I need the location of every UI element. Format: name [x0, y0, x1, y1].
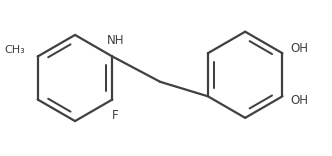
Text: OH: OH	[290, 42, 308, 55]
Text: NH: NH	[107, 34, 124, 47]
Text: F: F	[112, 109, 119, 122]
Text: CH₃: CH₃	[4, 45, 25, 55]
Text: OH: OH	[290, 94, 308, 107]
